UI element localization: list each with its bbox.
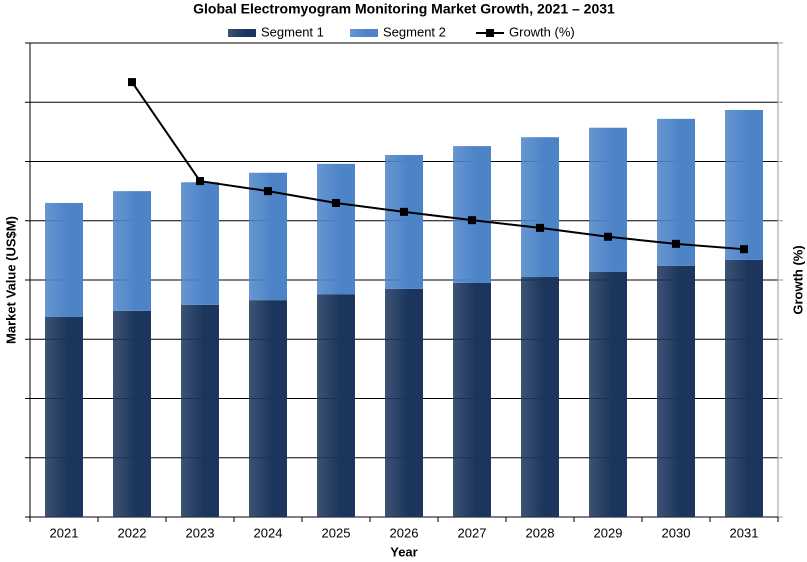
bar-segment [45, 202, 83, 317]
bar-segment [453, 146, 491, 283]
bar-segment [589, 271, 627, 517]
bar-segment [317, 294, 355, 517]
bar-segment [113, 310, 151, 517]
bar-segment [385, 288, 423, 517]
x-tick-label: 2025 [322, 525, 351, 540]
line-marker [536, 223, 544, 232]
x-axis-title: Year [390, 544, 417, 559]
legend-swatch [228, 29, 256, 37]
bar-segment [521, 137, 559, 278]
bar-segment [181, 182, 219, 305]
bar-segment [181, 304, 219, 517]
bar-segment [113, 191, 151, 311]
bar-segment [453, 282, 491, 517]
x-tick-label: 2024 [254, 525, 283, 540]
bar-segment [317, 163, 355, 295]
legend-marker [486, 29, 494, 37]
x-tick-label: 2022 [118, 525, 147, 540]
line-marker [128, 78, 136, 87]
x-tick-label: 2031 [730, 525, 759, 540]
line-marker [332, 198, 340, 207]
bar-segment [385, 154, 423, 289]
line-marker [196, 177, 204, 186]
legend-label: Segment 1 [261, 24, 324, 39]
line-marker [672, 239, 680, 248]
x-tick-label: 2029 [594, 525, 623, 540]
line-marker [264, 187, 272, 196]
legend-swatch [350, 29, 378, 37]
line-marker [400, 207, 408, 216]
bar-segment [725, 109, 763, 260]
chart-title: Global Electromyogram Monitoring Market … [193, 1, 615, 17]
y-axis-title: Market Value (US$M) [3, 216, 18, 344]
legend-label: Growth (%) [509, 24, 575, 39]
x-tick-label: 2027 [458, 525, 487, 540]
legend-label: Segment 2 [383, 24, 446, 39]
bar-segment [589, 127, 627, 272]
bar-segment [725, 259, 763, 517]
x-tick-label: 2023 [186, 525, 215, 540]
x-tick-label: 2028 [526, 525, 555, 540]
x-tick-label: 2030 [662, 525, 691, 540]
bar-segment [45, 316, 83, 517]
line-marker [604, 232, 612, 241]
bar-segment [657, 265, 695, 517]
x-tick-label: 2021 [50, 525, 79, 540]
line [131, 81, 745, 251]
x-tick-label: 2026 [390, 525, 419, 540]
bar-segment [521, 277, 559, 517]
bar-segment [249, 300, 287, 517]
line-marker [468, 216, 476, 225]
line-marker [740, 245, 748, 254]
y2-axis-title: Growth (%) [790, 245, 805, 314]
